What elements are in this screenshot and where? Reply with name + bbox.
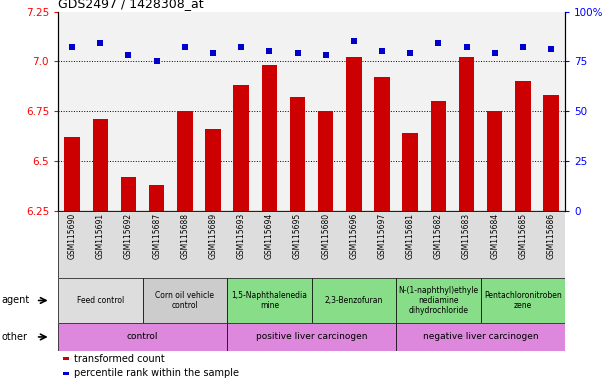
Point <box>293 50 302 56</box>
Text: GSM115697: GSM115697 <box>378 213 387 260</box>
Text: transformed count: transformed count <box>74 354 164 364</box>
Text: other: other <box>1 332 27 342</box>
Text: Feed control: Feed control <box>77 296 124 305</box>
Text: GSM115688: GSM115688 <box>180 213 189 259</box>
Bar <box>58 323 227 351</box>
Bar <box>227 323 396 351</box>
Text: Pentachloronitroben
zene: Pentachloronitroben zene <box>484 291 562 310</box>
Bar <box>177 111 192 211</box>
Bar <box>205 129 221 211</box>
Point <box>546 46 556 53</box>
Text: agent: agent <box>1 295 29 306</box>
Point <box>349 38 359 45</box>
Text: GSM115696: GSM115696 <box>349 213 359 260</box>
Bar <box>515 81 531 211</box>
Point <box>434 40 444 46</box>
Text: GSM115694: GSM115694 <box>265 213 274 260</box>
Text: GSM115689: GSM115689 <box>208 213 218 259</box>
Bar <box>318 111 334 211</box>
Bar <box>233 85 249 211</box>
Bar <box>403 133 418 211</box>
Text: GSM115683: GSM115683 <box>462 213 471 259</box>
Text: control: control <box>127 333 158 341</box>
Bar <box>375 78 390 211</box>
Text: positive liver carcinogen: positive liver carcinogen <box>256 333 367 341</box>
Text: GSM115690: GSM115690 <box>68 213 76 260</box>
Point <box>123 52 133 58</box>
Bar <box>312 278 396 323</box>
Text: GSM115687: GSM115687 <box>152 213 161 259</box>
Point <box>265 48 274 55</box>
Point <box>67 45 77 51</box>
Point <box>377 48 387 55</box>
Text: negative liver carcinogen: negative liver carcinogen <box>423 333 538 341</box>
Point <box>462 45 472 51</box>
Bar <box>262 65 277 211</box>
Bar <box>121 177 136 211</box>
Text: 2,3-Benzofuran: 2,3-Benzofuran <box>324 296 383 305</box>
Bar <box>290 98 306 211</box>
Bar <box>142 278 227 323</box>
Text: 1,5-Naphthalenedia
mine: 1,5-Naphthalenedia mine <box>232 291 307 310</box>
Point <box>95 40 105 46</box>
Bar <box>431 101 446 211</box>
Bar <box>346 58 362 211</box>
Text: GSM115691: GSM115691 <box>96 213 105 259</box>
Text: GSM115693: GSM115693 <box>236 213 246 260</box>
Bar <box>487 111 502 211</box>
Text: GSM115681: GSM115681 <box>406 213 415 259</box>
Text: GSM115685: GSM115685 <box>518 213 527 259</box>
Bar <box>149 185 164 211</box>
Bar <box>396 278 481 323</box>
Text: N-(1-naphthyl)ethyle
nediamine
dihydrochloride: N-(1-naphthyl)ethyle nediamine dihydroch… <box>398 286 478 315</box>
Point <box>490 50 500 56</box>
Text: GSM115692: GSM115692 <box>124 213 133 259</box>
Text: GSM115684: GSM115684 <box>490 213 499 259</box>
Text: Corn oil vehicle
control: Corn oil vehicle control <box>155 291 214 310</box>
Bar <box>459 58 474 211</box>
Point <box>208 50 218 56</box>
Bar <box>543 95 559 211</box>
Bar <box>58 278 142 323</box>
Bar <box>64 137 80 211</box>
Point <box>321 52 331 58</box>
Text: GSM115695: GSM115695 <box>293 213 302 260</box>
Bar <box>92 119 108 211</box>
Text: GSM115680: GSM115680 <box>321 213 330 259</box>
Text: GDS2497 / 1428308_at: GDS2497 / 1428308_at <box>58 0 203 10</box>
Text: GSM115682: GSM115682 <box>434 213 443 259</box>
Point <box>405 50 415 56</box>
Point <box>236 45 246 51</box>
Point <box>152 58 161 65</box>
Text: percentile rank within the sample: percentile rank within the sample <box>74 368 239 378</box>
Bar <box>396 323 565 351</box>
Bar <box>227 278 312 323</box>
Text: GSM115686: GSM115686 <box>547 213 555 259</box>
Point <box>518 45 528 51</box>
Bar <box>481 278 565 323</box>
Bar <box>63 372 68 375</box>
Point <box>180 45 189 51</box>
Bar <box>63 357 68 361</box>
